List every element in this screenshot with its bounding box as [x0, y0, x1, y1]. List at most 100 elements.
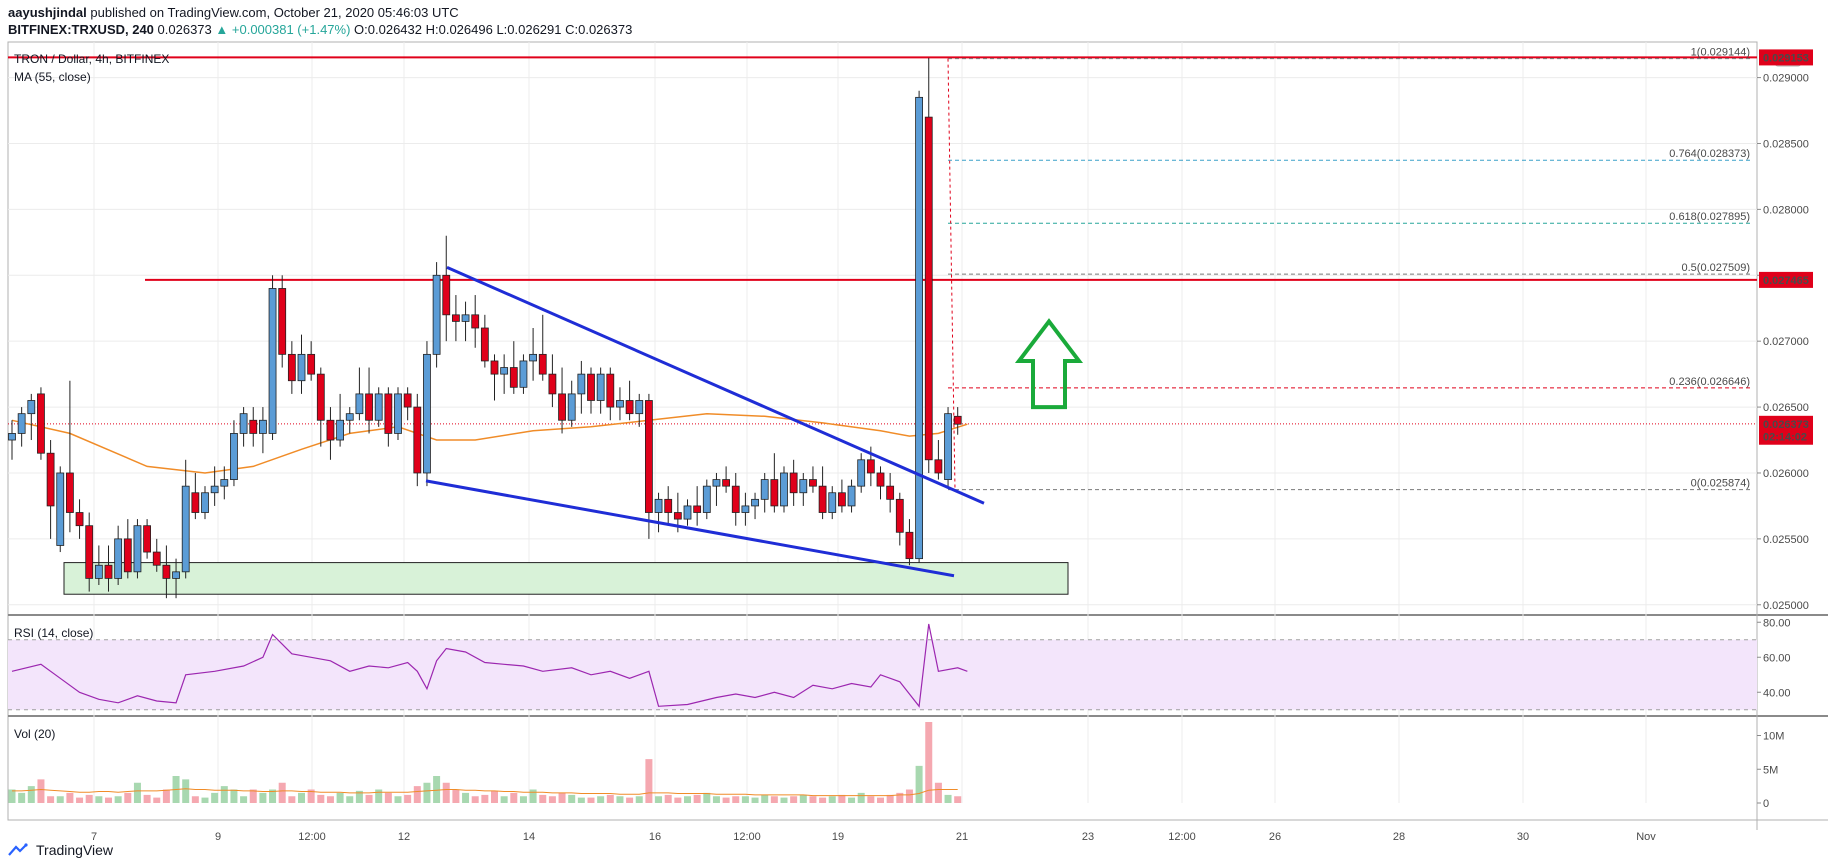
volume-bar — [741, 796, 749, 803]
rsi-tick-label: 40.00 — [1763, 687, 1791, 699]
volume-bar — [143, 794, 151, 803]
symbol-line: BITFINEX:TRXUSD, 240 0.026373 ▲ +0.00038… — [8, 21, 632, 39]
candle-down — [924, 116, 933, 461]
candle-down — [152, 551, 161, 566]
volume-bar — [491, 790, 498, 803]
candle-up — [596, 373, 605, 401]
candle-down — [538, 353, 547, 375]
volume-bar — [693, 794, 701, 803]
candle-down — [162, 564, 171, 579]
volume-bar — [857, 792, 865, 803]
candle-up — [355, 393, 364, 415]
volume-bar — [645, 759, 653, 803]
candle-down — [645, 400, 653, 513]
y-tick-label: 0.028000 — [1763, 204, 1809, 216]
price-axis-label-bg — [1759, 49, 1813, 66]
y-tick-label: 0.025500 — [1763, 534, 1809, 546]
volume-bar — [761, 794, 769, 803]
candle-down — [451, 314, 460, 322]
volume-bar — [66, 792, 74, 803]
volume-bar — [76, 797, 84, 803]
candle-down — [287, 353, 296, 382]
price-axis-label-bg — [1759, 415, 1813, 432]
volume-bar — [732, 796, 740, 803]
candle-up — [577, 373, 586, 395]
candle-up — [500, 367, 509, 375]
candle-down — [365, 393, 373, 421]
candle-down — [548, 373, 557, 395]
candle-up — [220, 479, 229, 487]
rsi-band — [8, 639, 1757, 710]
volume-bar — [211, 792, 219, 803]
volume-bar — [355, 790, 363, 803]
fib-level-label: 1(0.029144) — [1691, 47, 1750, 59]
candle-down — [480, 327, 489, 362]
volume-bar — [548, 796, 556, 803]
volume-bar — [655, 796, 663, 803]
candle-down — [403, 393, 412, 408]
volume-bar — [896, 792, 904, 803]
volume-bar — [442, 782, 450, 803]
candle-up — [336, 419, 345, 441]
volume-bar — [56, 796, 64, 803]
volume-bar — [307, 789, 315, 803]
volume-bar — [877, 797, 884, 803]
candle-up — [635, 400, 644, 415]
candle-up — [201, 492, 209, 513]
candle-up — [133, 525, 142, 573]
price-axis-label: 0.027465 — [1763, 275, 1809, 287]
rsi-pane-title: RSI (14, close) — [14, 626, 93, 640]
candle-down — [191, 492, 200, 513]
wedge-lower-trendline — [425, 479, 955, 578]
candle-down — [490, 360, 499, 375]
author-name[interactable]: aayushjindal — [8, 5, 87, 20]
x-tick-label: 7 — [91, 831, 97, 843]
x-tick-label: 23 — [1082, 831, 1094, 843]
fib-level-label: 0.618(0.027895) — [1669, 211, 1750, 223]
volume-bar — [587, 797, 595, 803]
volume-bar — [240, 796, 248, 803]
candle-down — [606, 373, 615, 408]
candle-down — [886, 485, 895, 500]
volume-bar — [259, 792, 267, 803]
candle-up — [702, 485, 711, 513]
rsi-line — [11, 623, 968, 708]
volume-bar — [95, 796, 103, 803]
candle-down — [876, 472, 885, 487]
candle-down — [413, 406, 422, 474]
publisher-line: aayushjindal published on TradingView.co… — [8, 4, 459, 22]
candle-down — [838, 492, 846, 507]
x-tick-label: Nov — [1636, 831, 1656, 843]
volume-bar — [230, 789, 238, 803]
candle-down — [46, 452, 55, 507]
volume-bar — [606, 794, 614, 803]
x-tick-label: 21 — [956, 831, 968, 843]
volume-bar — [471, 796, 479, 803]
volume-bar — [722, 797, 730, 803]
ma-indicator-label: MA (55, close) — [14, 70, 91, 84]
volume-bar — [18, 792, 26, 803]
volume-bar — [269, 789, 277, 803]
volume-bar — [27, 786, 35, 803]
fib-level-label: 0.5(0.027509) — [1682, 262, 1751, 274]
candle-up — [461, 314, 470, 322]
rsi-tick-label: 60.00 — [1763, 652, 1791, 664]
main-pane-title: TRON / Dollar, 4h, BITFINEX — [14, 52, 169, 66]
candle-up — [94, 564, 103, 579]
volume-bar — [375, 789, 383, 803]
volume-bar — [346, 796, 354, 803]
volume-bar — [616, 796, 624, 803]
candle-up — [857, 459, 866, 487]
volume-bar — [201, 797, 209, 803]
x-tick-label: 26 — [1269, 831, 1281, 843]
candle-down — [37, 393, 45, 454]
footer-brand[interactable]: TradingView — [36, 842, 114, 858]
volume-bar — [635, 796, 643, 803]
fib-level-label: 0.764(0.028373) — [1669, 148, 1750, 160]
candle-down — [625, 400, 634, 415]
x-tick-label: 28 — [1393, 831, 1405, 843]
last-price: 0.026373 — [157, 22, 212, 37]
volume-bar — [452, 789, 460, 803]
volume-bar — [915, 765, 923, 803]
